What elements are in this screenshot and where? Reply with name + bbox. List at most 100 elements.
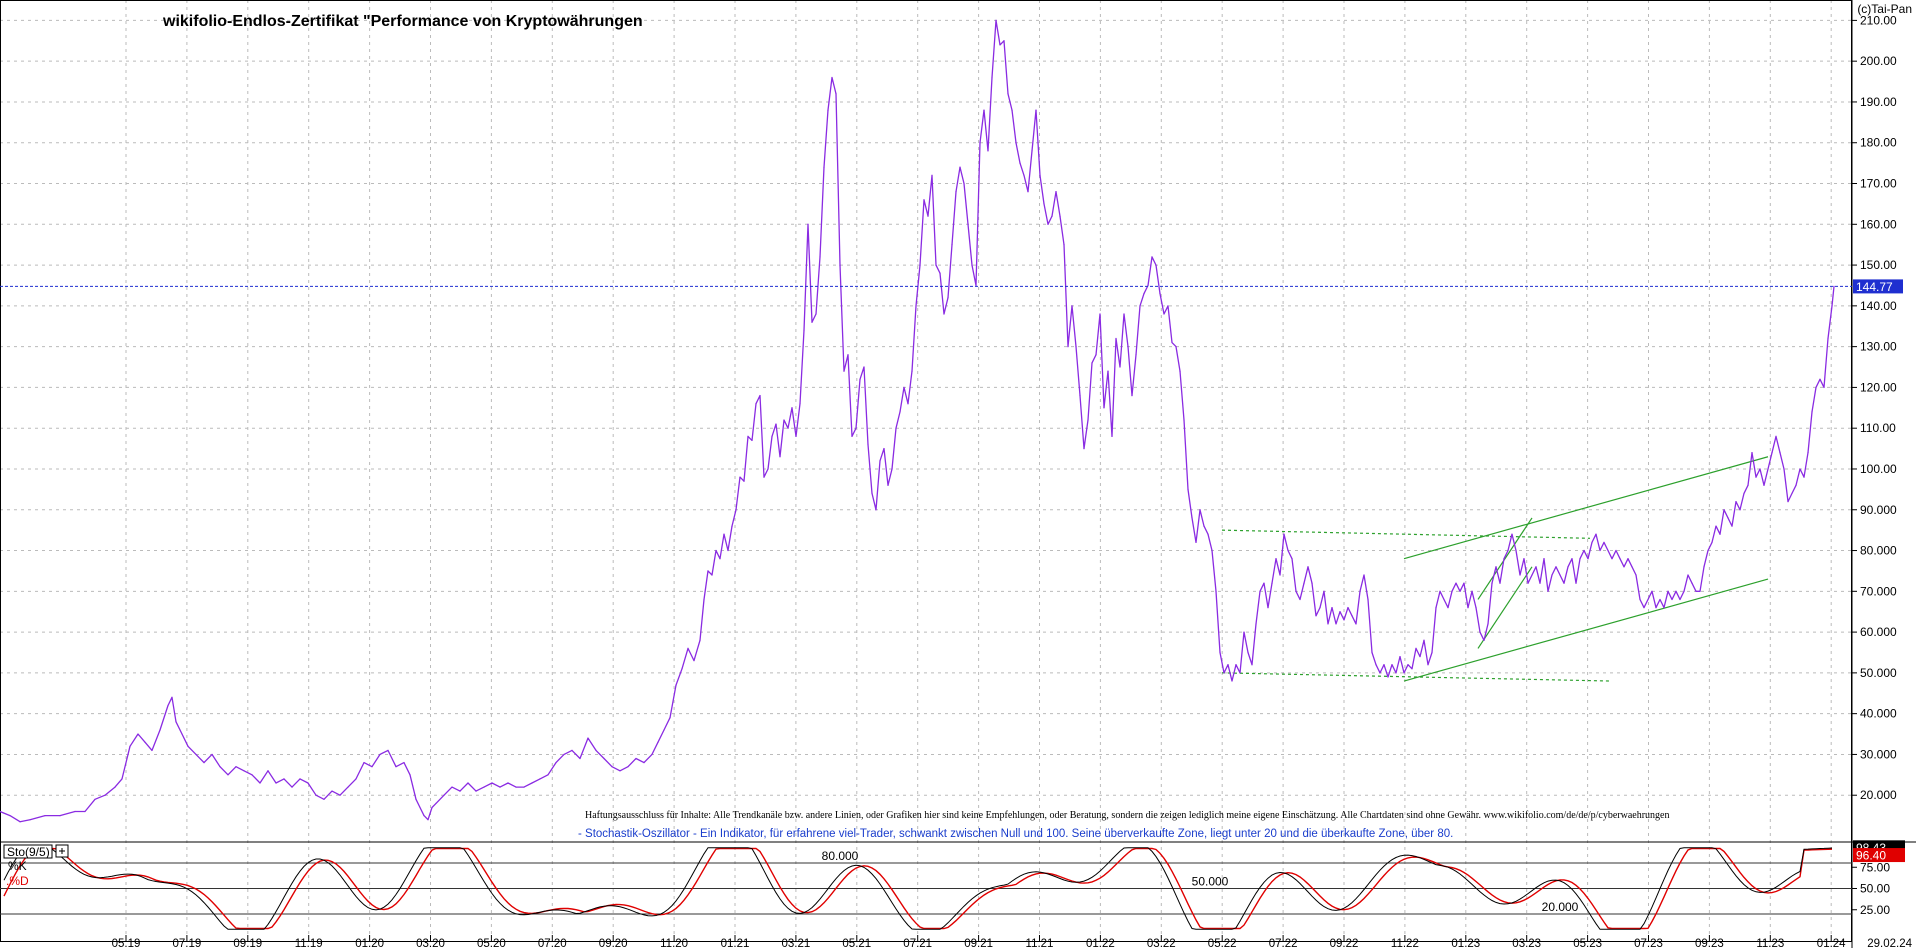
osc-level-label: 20.000: [1542, 900, 1579, 914]
price-point: [1083, 447, 1085, 450]
price-point: [187, 745, 189, 747]
price-point: [371, 766, 373, 768]
price-point: [1575, 582, 1577, 584]
price-point: [1403, 672, 1405, 674]
price-point: [267, 770, 269, 772]
y-tick-label: 40.000: [1860, 707, 1897, 721]
price-point: [1643, 607, 1645, 609]
price-point: [1123, 313, 1125, 315]
price-point: [1387, 676, 1389, 678]
price-point: [731, 525, 733, 527]
price-point: [1351, 615, 1353, 617]
price-point: [571, 749, 573, 751]
y-tick-label: 90.000: [1860, 503, 1897, 517]
price-point: [1395, 672, 1397, 674]
grid-lines: [0, 0, 1852, 935]
price-point: [1667, 590, 1669, 592]
price-point: [1723, 509, 1725, 511]
price-point: [657, 741, 659, 743]
price-point: [1827, 337, 1829, 340]
price-point: [1227, 664, 1229, 666]
price-point: [243, 770, 245, 772]
x-tick-label: 03.23: [1512, 938, 1541, 948]
price-point: [409, 774, 411, 776]
price-point: [1443, 598, 1445, 601]
price-point: [1099, 313, 1101, 315]
price-point: [1151, 256, 1153, 258]
price-point: [1623, 566, 1625, 568]
price-point: [1419, 655, 1421, 658]
price-point: [19, 821, 21, 823]
price-point: [795, 435, 797, 437]
price-point: [971, 264, 973, 266]
price-point: [259, 782, 261, 784]
y-tick-label: 20.000: [1860, 788, 1897, 802]
x-tick-label: 07.22: [1269, 938, 1298, 948]
price-point: [843, 370, 845, 372]
price-point: [1367, 598, 1369, 601]
price-point: [1475, 607, 1477, 609]
price-point: [1691, 582, 1693, 584]
price-point: [395, 766, 397, 768]
osc-k-label: %K: [8, 859, 27, 873]
price-point: [1179, 370, 1181, 372]
price-point: [129, 745, 131, 747]
x-tick-label: 03.21: [782, 938, 811, 948]
x-tick-label: 09.19: [233, 938, 262, 948]
price-point: [1347, 607, 1349, 609]
price-point: [1711, 541, 1713, 543]
price-point: [1243, 631, 1245, 633]
price-point: [839, 264, 841, 266]
price-point: [1299, 598, 1301, 601]
price-point: [1483, 639, 1485, 641]
price-point: [283, 778, 285, 780]
price-point: [1119, 366, 1121, 368]
price-point: [619, 770, 621, 772]
price-point: [491, 782, 493, 784]
price-point: [669, 717, 671, 719]
price-point: [1647, 598, 1649, 601]
price-point: [739, 476, 741, 478]
price-point: [275, 782, 277, 784]
price-point: [703, 598, 705, 601]
price-point: [991, 76, 993, 79]
price-point: [203, 761, 205, 764]
price-point: [44, 815, 46, 817]
price-point: [767, 468, 769, 470]
price-point: [167, 704, 169, 707]
trendline: [1403, 456, 1769, 560]
x-tick-label: 05.22: [1208, 938, 1237, 948]
price-point: [379, 753, 381, 756]
price-point: [443, 794, 445, 796]
copyright-label: (c)Tai-Pan: [1857, 2, 1912, 16]
price-point: [1407, 664, 1409, 666]
price-point: [1359, 590, 1361, 592]
price-point: [1615, 549, 1617, 552]
osc-level-label: 50.000: [1192, 875, 1229, 889]
price-point: [855, 427, 857, 429]
price-point: [735, 509, 737, 511]
price-point: [523, 786, 525, 788]
price-point: [1375, 664, 1377, 666]
price-point: [1743, 492, 1745, 495]
price-point: [347, 786, 349, 788]
price-point: [1451, 590, 1453, 592]
price-point: [1063, 244, 1065, 246]
price-point: [1683, 590, 1685, 592]
price-point: [771, 435, 773, 437]
price-point: [1535, 566, 1537, 568]
price-point: [635, 757, 637, 760]
price-point: [595, 749, 597, 751]
price-point: [1371, 651, 1373, 654]
price-point: [423, 815, 425, 817]
x-tick-label: 09.21: [964, 938, 993, 948]
price-point: [459, 790, 461, 792]
price-point: [859, 378, 861, 380]
price-point: [1819, 378, 1821, 380]
price-point: [847, 354, 849, 356]
price-point: [1635, 574, 1637, 576]
price-point: [195, 753, 197, 756]
price-point: [1339, 611, 1341, 613]
price-point: [1219, 651, 1221, 654]
price-point: [1739, 509, 1741, 511]
